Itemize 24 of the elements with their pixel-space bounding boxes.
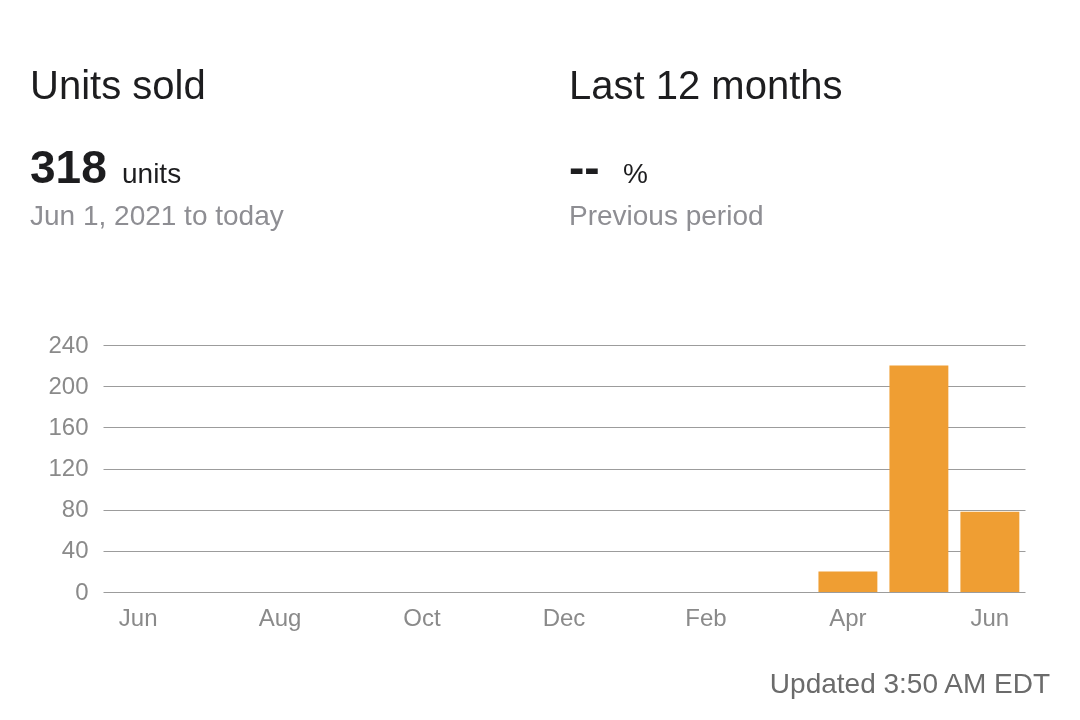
text: -- %	[569, 141, 648, 193]
text: 318 units	[30, 141, 182, 193]
x-tick-label: Apr	[829, 603, 867, 631]
y-tick-label: 200	[48, 371, 89, 399]
text: Jun 1, 2021 to today	[30, 200, 284, 231]
bar	[960, 511, 1020, 592]
x-tick-label: Oct	[403, 603, 442, 631]
y-tick-label: 120	[48, 454, 89, 481]
text: Updated 3:50 AM EDT	[769, 668, 1050, 699]
y-tick-label: 40	[61, 536, 89, 564]
text: Last 12 months	[569, 63, 843, 107]
y-tick-label: 160	[48, 412, 89, 440]
chart-title: Units sold	[30, 63, 206, 107]
x-tick-label: Jun	[118, 603, 158, 631]
y-tick-label: 80	[61, 495, 89, 523]
text: Previous period	[569, 200, 764, 231]
x-tick-label: Dec	[542, 603, 586, 631]
y-tick-label: 240	[48, 330, 89, 358]
x-tick-label: Feb	[685, 603, 727, 631]
x-tick-label: Aug	[258, 603, 302, 631]
y-tick-label: 0	[75, 577, 89, 605]
x-tick-label: Jun	[970, 603, 1010, 631]
bar	[889, 365, 949, 592]
bar	[818, 571, 878, 592]
